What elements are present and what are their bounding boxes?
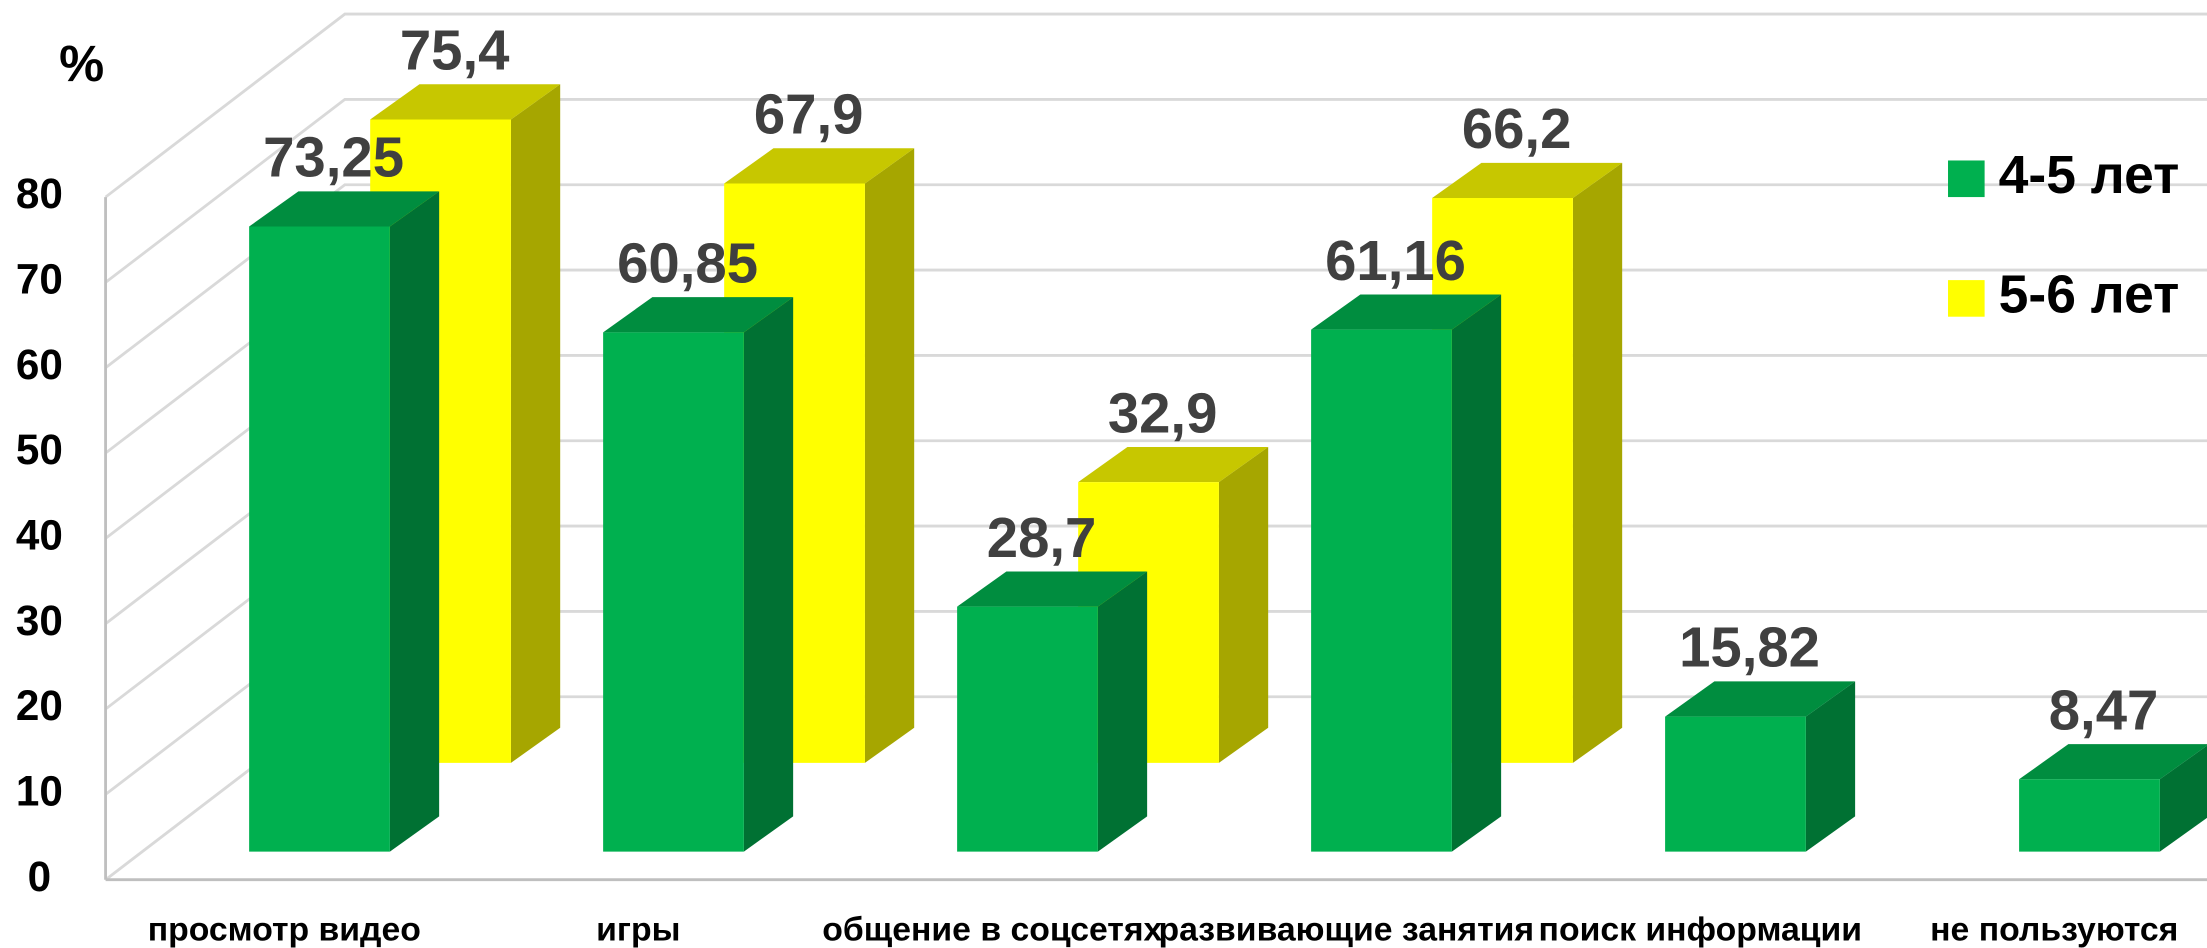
- value-label: 73,25: [263, 126, 404, 189]
- value-label: 66,2: [1462, 97, 1572, 160]
- bar-side: [1451, 294, 1502, 852]
- x-tick-label: просмотр видео: [148, 911, 421, 948]
- x-tick-label: игры: [596, 911, 680, 948]
- bar-side: [1218, 446, 1269, 763]
- legend-label: 5-6 лет: [1999, 266, 2180, 325]
- value-label: 32,9: [1108, 381, 1218, 444]
- y-tick-label: 60: [16, 341, 63, 388]
- legend-label: 4-5 лет: [1999, 146, 2180, 205]
- x-tick-label: развивающие занятия: [1158, 911, 1534, 948]
- bar-top: [370, 84, 561, 120]
- value-label: 60,85: [617, 231, 758, 294]
- bar-top: [957, 571, 1148, 607]
- y-tick-label: 10: [16, 768, 63, 815]
- grid-line: [104, 12, 2207, 199]
- bar-front: [603, 332, 744, 852]
- bar-front: [2019, 779, 2160, 852]
- bar-side: [1097, 571, 1148, 852]
- y-axis-label: %: [59, 35, 104, 92]
- legend-swatch: [1948, 280, 1985, 317]
- y-tick-label: 80: [16, 170, 63, 217]
- bar-front: [1665, 716, 1806, 852]
- bar: [603, 297, 794, 852]
- bar-front: [249, 226, 390, 852]
- legend-swatch: [1948, 160, 1985, 198]
- bar-top: [1432, 162, 1623, 199]
- bar: [957, 571, 1148, 852]
- value-label: 75,4: [400, 19, 510, 82]
- value-label: 8,47: [2049, 678, 2159, 741]
- y-tick-label: 70: [16, 256, 63, 303]
- y-tick-label: 40: [16, 512, 63, 559]
- y-tick-label: 20: [16, 682, 63, 729]
- bar-side: [1805, 681, 1856, 852]
- bar-side: [389, 191, 440, 852]
- y-tick-label: 50: [16, 426, 63, 473]
- bar-top: [603, 297, 794, 333]
- bar: [1311, 294, 1502, 852]
- bar-side: [2159, 745, 2207, 852]
- x-tick-label: поиск информации: [1539, 911, 1862, 948]
- bar-top: [2019, 744, 2207, 780]
- y-tick-label: 0: [28, 853, 51, 900]
- bar-top: [1078, 446, 1269, 483]
- bar-top: [724, 148, 915, 184]
- value-label: 15,82: [1679, 616, 1820, 679]
- bar-side: [510, 84, 561, 763]
- bar-top: [1311, 294, 1502, 330]
- bar-side: [743, 297, 794, 852]
- y-tick-label: 30: [16, 597, 63, 644]
- bar-front: [957, 606, 1098, 852]
- bar: [2019, 744, 2207, 852]
- value-label: 61,16: [1325, 229, 1466, 292]
- value-label: 67,9: [754, 83, 864, 146]
- bar-side: [1572, 162, 1623, 763]
- bar-top: [249, 191, 440, 227]
- grid-line: [104, 98, 2207, 284]
- x-tick-label: общение в соцсетях: [822, 911, 1162, 948]
- bar-side: [864, 148, 915, 763]
- bar: [249, 191, 440, 852]
- bar-top: [1665, 681, 1856, 717]
- bar-front: [1311, 329, 1452, 852]
- value-label: 28,7: [987, 506, 1097, 569]
- x-tick-label: не пользуются: [1930, 911, 2178, 948]
- bar: [1665, 681, 1856, 852]
